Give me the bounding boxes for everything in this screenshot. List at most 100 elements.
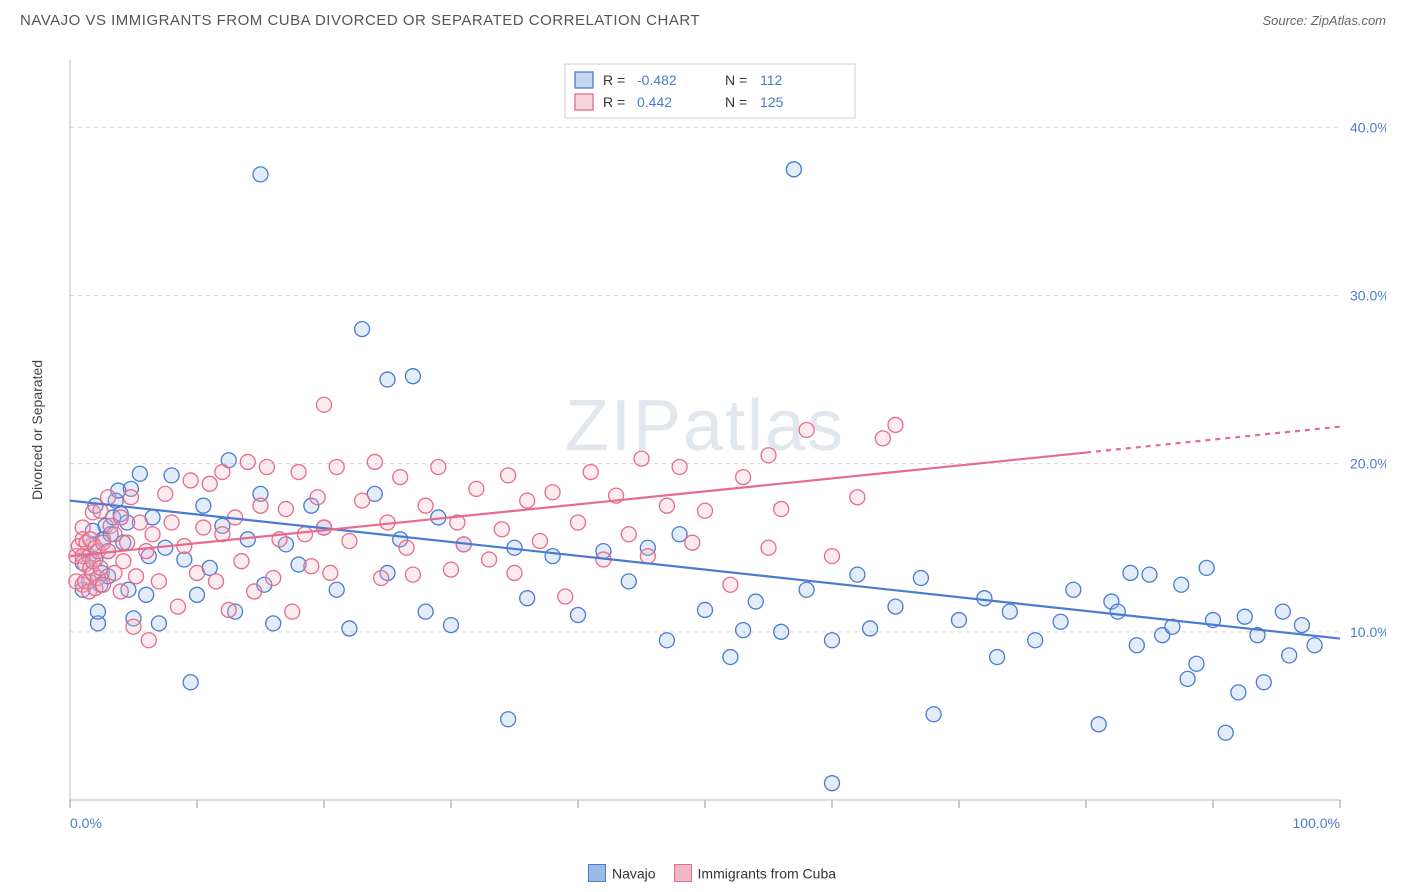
data-point: [1028, 633, 1043, 648]
data-point: [825, 776, 840, 791]
data-point: [374, 571, 389, 586]
data-point: [799, 423, 814, 438]
y-tick-label: 40.0%: [1350, 119, 1386, 135]
data-point: [825, 633, 840, 648]
y-tick-label: 30.0%: [1350, 287, 1386, 303]
data-point: [736, 623, 751, 638]
data-point: [501, 712, 516, 727]
data-point: [141, 633, 156, 648]
data-point: [183, 675, 198, 690]
data-point: [482, 552, 497, 567]
data-point: [158, 486, 173, 501]
data-point: [247, 584, 262, 599]
data-point: [253, 498, 268, 513]
data-point: [132, 466, 147, 481]
y-axis-label: Divorced or Separated: [29, 360, 45, 500]
data-point: [825, 549, 840, 564]
data-point: [723, 577, 738, 592]
data-point: [1002, 604, 1017, 619]
data-point: [723, 650, 738, 665]
data-point: [240, 454, 255, 469]
data-point: [520, 493, 535, 508]
data-point: [234, 554, 249, 569]
data-point: [1189, 656, 1204, 671]
data-point: [774, 502, 789, 517]
data-point: [266, 571, 281, 586]
data-point: [90, 604, 105, 619]
data-point: [405, 567, 420, 582]
data-point: [123, 490, 138, 505]
data-point: [355, 493, 370, 508]
data-point: [209, 574, 224, 589]
data-point: [1053, 614, 1068, 629]
data-point: [101, 490, 116, 505]
data-point: [418, 498, 433, 513]
data-point: [1199, 560, 1214, 575]
data-point: [621, 527, 636, 542]
data-point: [469, 481, 484, 496]
data-point: [685, 535, 700, 550]
data-point: [863, 621, 878, 636]
data-point: [913, 571, 928, 586]
data-point: [875, 431, 890, 446]
data-point: [431, 460, 446, 475]
data-point: [672, 460, 687, 475]
data-point: [151, 574, 166, 589]
data-point: [1237, 609, 1252, 624]
legend-N-label: N =: [725, 72, 747, 88]
data-point: [116, 554, 131, 569]
data-point: [1218, 725, 1233, 740]
legend-N-value: 125: [760, 94, 784, 110]
data-point: [1231, 685, 1246, 700]
x-tick-label: 0.0%: [70, 815, 102, 831]
data-point: [183, 473, 198, 488]
data-point: [736, 470, 751, 485]
data-point: [532, 534, 547, 549]
data-point: [190, 587, 205, 602]
data-point: [278, 502, 293, 517]
data-point: [367, 454, 382, 469]
data-point: [952, 613, 967, 628]
data-point: [761, 448, 776, 463]
data-point: [545, 549, 560, 564]
data-point: [558, 589, 573, 604]
data-point: [145, 527, 160, 542]
legend-R-value: -0.482: [637, 72, 677, 88]
data-point: [405, 369, 420, 384]
data-point: [1091, 717, 1106, 732]
data-point: [418, 604, 433, 619]
data-point: [1123, 565, 1138, 580]
data-point: [139, 544, 154, 559]
data-point: [774, 624, 789, 639]
data-point: [1180, 671, 1195, 686]
data-point: [196, 498, 211, 513]
data-point: [342, 621, 357, 636]
data-point: [196, 520, 211, 535]
legend-swatch: [674, 864, 692, 882]
legend-label: Immigrants from Cuba: [698, 865, 836, 881]
data-point: [444, 562, 459, 577]
data-point: [132, 515, 147, 530]
data-point: [215, 465, 230, 480]
data-point: [1294, 618, 1309, 633]
data-point: [93, 560, 108, 575]
data-point: [761, 540, 776, 555]
chart-header: NAVAJO VS IMMIGRANTS FROM CUBA DIVORCED …: [20, 12, 1386, 29]
legend-N-label: N =: [725, 94, 747, 110]
data-point: [507, 565, 522, 580]
data-point: [850, 490, 865, 505]
data-point: [571, 608, 586, 623]
data-point: [202, 476, 217, 491]
legend-R-label: R =: [603, 72, 625, 88]
chart-title: NAVAJO VS IMMIGRANTS FROM CUBA DIVORCED …: [20, 12, 700, 29]
data-point: [990, 650, 1005, 665]
data-point: [113, 584, 128, 599]
data-point: [621, 574, 636, 589]
data-point: [285, 604, 300, 619]
data-point: [355, 322, 370, 337]
data-point: [698, 602, 713, 617]
data-point: [1275, 604, 1290, 619]
data-point: [583, 465, 598, 480]
y-tick-label: 20.0%: [1350, 456, 1386, 472]
legend-swatch: [575, 72, 593, 88]
